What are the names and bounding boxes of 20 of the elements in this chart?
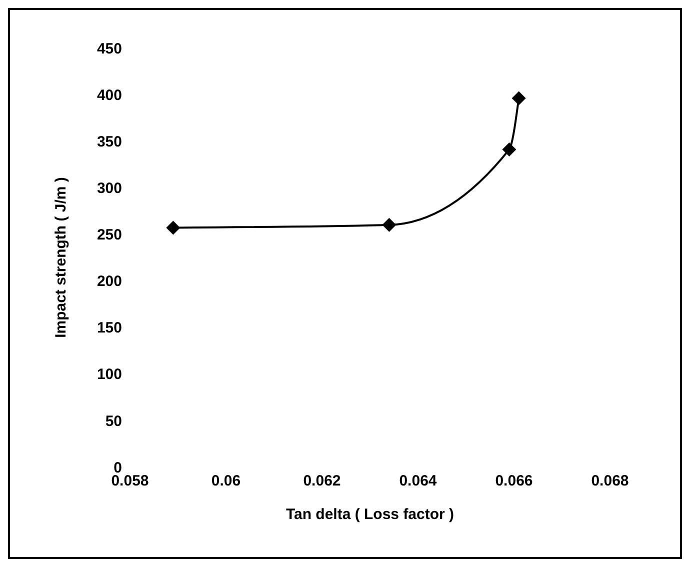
y-axis-title: Impact strength ( J/m ) (52, 177, 70, 338)
x-tick-label: 0.068 (591, 472, 629, 490)
x-tick-label: 0.06 (211, 472, 241, 490)
y-tick-label: 50 (105, 412, 122, 430)
point (166, 220, 180, 235)
y-tick-label: 350 (96, 133, 122, 150)
y-tick-label: 450 (96, 40, 122, 58)
x-axis-title: Tan delta ( Loss factor ) (286, 506, 454, 523)
point (382, 218, 396, 232)
x-tick-label: 0.062 (303, 472, 341, 490)
x-tick-label: 0.066 (495, 472, 533, 490)
point (512, 91, 526, 106)
x-tick-label: 0.064 (399, 472, 438, 490)
point (502, 142, 516, 156)
y-tick-label: 150 (96, 320, 122, 337)
y-tick-label: 100 (96, 366, 122, 384)
y-tick-label: 300 (96, 180, 122, 197)
y-tick-label: 200 (96, 273, 122, 290)
y-tick-label: 250 (96, 226, 122, 244)
y-tick-label: 400 (96, 86, 122, 104)
